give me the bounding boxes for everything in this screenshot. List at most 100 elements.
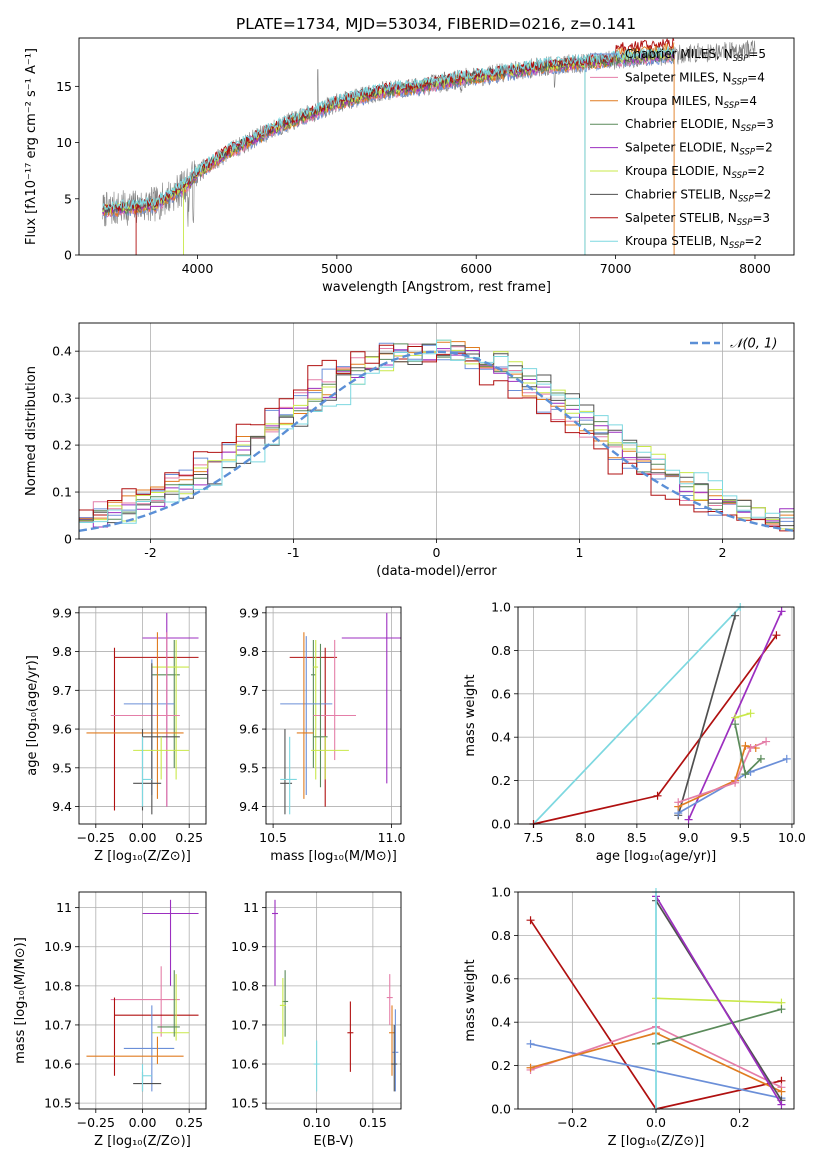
weight_vs_age-marker (674, 798, 683, 807)
age_vs_mass-ytick-label: 9.7 (239, 683, 259, 698)
age_vs_Z-axes: −0.25 0.00 0.25 9.4 9.5 9.6 9.7 9.8 9.9 Z [log₁₀(… (25, 605, 207, 864)
residuals-ytick-label: 0.4 (52, 344, 72, 359)
weight_vs_Z-xtick-label: −0.2 (557, 1115, 587, 1130)
weight_vs_Z-line (655, 895, 783, 1106)
weight_vs_Z-frame (517, 891, 795, 1110)
age_vs_mass-axes: 10.5 11.0 9.4 9.5 9.6 9.7 9.8 9.9 mass [log₁₀(M/… (239, 605, 405, 864)
age_vs_mass-ytick-label: 9.6 (239, 722, 259, 737)
weight_vs_Z-line (655, 1008, 782, 1045)
spectrum-xtick-label: 7000 (600, 261, 632, 276)
age_vs_mass-point-kroupa_elodie (313, 639, 319, 780)
mass_vs_EBV-ytick-label: 10.8 (231, 978, 259, 993)
residuals-ytick-label: 0.3 (52, 391, 72, 406)
weight_vs_Z-ytick-label: 0.4 (491, 1015, 511, 1030)
age_vs_Z-ytick-label: 9.6 (52, 722, 72, 737)
weight_vs_age-marker (741, 741, 750, 750)
weight_vs_Z-xtick-label: 0.0 (646, 1115, 666, 1130)
spectrum-model-kroupa_elodie (102, 48, 675, 255)
weight_vs_age-xlabel: age [log₁₀(age/yr)] (596, 849, 717, 864)
mass_vs_Z-xtick-label: 0.00 (129, 1115, 157, 1130)
weight_vs_Z-xtick-label: 0.2 (730, 1115, 750, 1130)
age_vs_mass-xtick-label: 10.5 (259, 830, 287, 845)
age_vs_Z-ylabel: age [log₁₀(age/yr)] (25, 655, 40, 776)
residuals-ytick-label: 0.1 (52, 485, 72, 500)
age_vs_Z-point-kroupa_elodie (133, 736, 190, 780)
residuals-xtick-label: -2 (144, 545, 156, 560)
age_vs_Z-ytick-label: 9.7 (52, 683, 72, 698)
mass_vs_Z-point-kroupa_miles (86, 1036, 184, 1065)
weight_vs_Z-ytick-label: 0.0 (491, 1102, 511, 1117)
spectrum-ytick-label: 0 (64, 248, 72, 263)
mass_vs_EBV-ytick-label: 11 (243, 900, 259, 915)
mass_vs_EBV-axes: 0.10 0.15 10.5 10.6 10.7 10.8 10.9 11 E(B-V) (231, 891, 402, 1149)
mass_vs_EBV-point-kroupa_stelib (313, 1040, 320, 1092)
age_vs_Z-point-salpeter_miles (110, 632, 180, 807)
age_vs_mass-ytick-label: 9.5 (239, 760, 259, 775)
weight_vs_age-xtick-label: 9.0 (679, 830, 699, 845)
mass_vs_EBV-ytick-label: 10.9 (231, 939, 259, 954)
spectrum-legend: Chabrier MILES, NSSP=5 Salpeter MILES, NS… (590, 47, 774, 251)
age_vs_mass-point-chabrier_stelib (280, 729, 293, 815)
weight_vs_Z-marker (777, 1005, 786, 1014)
weight_vs_age-frame (517, 606, 795, 825)
mass_vs_Z-point-salpeter_elodie (142, 899, 199, 986)
weight_vs_age-ytick-label: 0.2 (491, 773, 511, 788)
age_vs_Z-ytick-label: 9.9 (52, 605, 72, 620)
residuals-panel: -2 -1 0 1 2 0 0.1 0.2 0.3 0.4 (data-model)/error No… (24, 322, 795, 579)
age_vs_mass-grid (266, 607, 401, 824)
legend-entry-salpeter_elodie: Salpeter ELODIE, NSSP=2 (625, 141, 773, 158)
spectrum-xtick-label: 8000 (739, 261, 771, 276)
mass_vs_EBV-marks (272, 899, 399, 1092)
weight_vs_age-marker (777, 607, 786, 616)
legend-entry-chabrier_miles: Chabrier MILES, NSSP=5 (625, 47, 766, 64)
mass_vs_Z-panel: −0.25 0.00 0.25 10.5 10.6 10.7 10.8 10.9 11 Z [lo… (13, 891, 207, 1149)
spectrum-xtick-label: 6000 (460, 261, 492, 276)
weight_vs_Z-marker (526, 1039, 535, 1048)
residuals-marks (79, 339, 794, 539)
mass_vs_Z-xlabel: Z [log₁₀(Z/Z⊙)] (94, 1134, 191, 1149)
mass_vs_Z-point-kroupa_elodie (151, 974, 190, 1041)
mass_vs_EBV-frame (265, 891, 402, 1110)
weight_vs_age-line (677, 615, 736, 816)
weight_vs_Z-panel: −0.2 0.0 0.2 0.0 0.2 0.4 0.6 0.8 1.0 Z [log₁₀(Z/Z… (463, 885, 795, 1149)
spectrum-axes: 4000 5000 6000 7000 8000 0 5 10 15 wavelength [An… (24, 37, 795, 295)
residuals-ytick-label: 0 (64, 532, 72, 547)
residuals-xtick-label: -1 (287, 545, 299, 560)
residuals-legend: 𝒩(0, 1) (690, 337, 777, 352)
mass_vs_Z-point-chabrier_miles (123, 1005, 175, 1092)
spectrum-xlabel: wavelength [Angstrom, rest frame] (322, 280, 551, 295)
mass_vs_EBV-point-salpeter_miles (386, 974, 393, 1025)
age_vs_mass-panel: 10.5 11.0 9.4 9.5 9.6 9.7 9.8 9.9 mass [log₁₀(M/… (239, 605, 405, 864)
weight_vs_Z-ytick-label: 0.6 (491, 971, 511, 986)
weight_vs_age-marker (731, 778, 740, 787)
mass_vs_EBV-xlabel: E(B-V) (313, 1134, 353, 1149)
weight_vs_age-grid (518, 606, 794, 825)
weight_vs_Z-series-kroupa_stelib (652, 888, 660, 1113)
weight_vs_age-xtick-label: 7.5 (524, 830, 544, 845)
age_vs_Z-point-kroupa_elodie (151, 639, 190, 780)
weight_vs_age-xtick-label: 10.0 (778, 830, 806, 845)
age_vs_Z-xtick-label: 0.25 (175, 830, 203, 845)
age_vs_mass-xtick-label: 11.0 (378, 830, 406, 845)
weight_vs_age-ylabel: mass weight (463, 674, 478, 756)
weight_vs_Z-axes: −0.2 0.0 0.2 0.0 0.2 0.4 0.6 0.8 1.0 Z [log₁₀(Z/Z… (463, 885, 795, 1149)
age_vs_Z-xtick-label: −0.25 (77, 830, 115, 845)
legend-entry-salpeter_miles: Salpeter MILES, NSSP=4 (625, 70, 765, 87)
spectrum-xtick-label: 5000 (321, 261, 353, 276)
legend-entry-kroupa_stelib: Kroupa STELIB, NSSP=2 (625, 234, 762, 251)
mass_vs_EBV-ytick-label: 10.7 (231, 1017, 259, 1032)
weight_vs_Z-marker (777, 1087, 786, 1096)
age_vs_Z-point-salpeter_stelib (113, 647, 199, 811)
mass_vs_EBV-xtick-label: 0.10 (303, 1115, 331, 1130)
gaussian-legend-label: 𝒩(0, 1) (730, 337, 777, 352)
mass_vs_Z-point-salpeter_miles (110, 966, 180, 1037)
legend-entry-chabrier_elodie: Chabrier ELODIE, NSSP=3 (625, 117, 774, 134)
weight_vs_age-marker (684, 815, 693, 824)
weight_vs_age-line (532, 606, 741, 825)
mass_vs_EBV-ytick-label: 10.5 (231, 1096, 259, 1111)
weight_vs_Z-ylabel: mass weight (463, 959, 478, 1041)
weight_vs_age-ytick-label: 0.6 (491, 686, 511, 701)
weight_vs_Z-ytick-label: 0.8 (491, 928, 511, 943)
age_vs_mass-ytick-label: 9.8 (239, 644, 259, 659)
weight_vs_age-marker (772, 631, 781, 640)
